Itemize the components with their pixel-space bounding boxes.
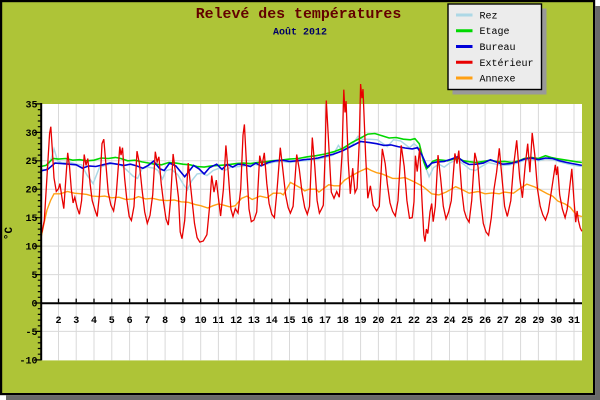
- svg-text:0: 0: [31, 299, 37, 310]
- svg-text:Rez: Rez: [480, 12, 498, 23]
- svg-text:4: 4: [91, 316, 97, 327]
- svg-text:28: 28: [515, 316, 527, 327]
- svg-text:14: 14: [266, 316, 278, 327]
- svg-text:6: 6: [127, 316, 133, 327]
- svg-text:15: 15: [283, 316, 295, 327]
- svg-text:18: 18: [337, 316, 349, 327]
- svg-text:2: 2: [55, 316, 61, 327]
- svg-text:30: 30: [550, 316, 562, 327]
- svg-text:7: 7: [144, 316, 150, 327]
- svg-text:16: 16: [301, 316, 313, 327]
- svg-text:23: 23: [426, 316, 438, 327]
- svg-text:Etage: Etage: [480, 27, 510, 38]
- svg-text:17: 17: [319, 316, 331, 327]
- svg-text:20: 20: [372, 316, 384, 327]
- svg-text:27: 27: [497, 316, 509, 327]
- svg-text:21: 21: [390, 316, 402, 327]
- svg-text:10: 10: [25, 243, 37, 254]
- svg-text:25: 25: [461, 316, 473, 327]
- svg-text:15: 15: [25, 214, 37, 225]
- svg-text:26: 26: [479, 316, 491, 327]
- svg-text:Annexe: Annexe: [480, 75, 516, 86]
- svg-text:13: 13: [248, 316, 260, 327]
- svg-text:8: 8: [162, 316, 168, 327]
- svg-text:35: 35: [25, 100, 37, 111]
- svg-text:24: 24: [443, 316, 455, 327]
- svg-text:29: 29: [532, 316, 544, 327]
- svg-text:19: 19: [355, 316, 367, 327]
- svg-text:9: 9: [180, 316, 186, 327]
- svg-text:10: 10: [195, 316, 207, 327]
- svg-text:3: 3: [73, 316, 79, 327]
- svg-text:31: 31: [568, 316, 580, 327]
- svg-text:22: 22: [408, 316, 420, 327]
- svg-text:20: 20: [25, 186, 37, 197]
- svg-text:25: 25: [25, 157, 37, 168]
- svg-text:5: 5: [109, 316, 115, 327]
- svg-text:Août 2012: Août 2012: [273, 27, 327, 39]
- svg-text:°C: °C: [4, 227, 16, 241]
- svg-text:30: 30: [25, 129, 37, 140]
- svg-text:5: 5: [31, 271, 37, 282]
- svg-text:Extérieur: Extérieur: [480, 58, 534, 70]
- svg-text:12: 12: [230, 316, 242, 327]
- svg-text:11: 11: [212, 316, 224, 327]
- svg-text:Relevé des températures: Relevé des températures: [196, 7, 402, 23]
- svg-text:Bureau: Bureau: [480, 43, 516, 54]
- svg-text:-10: -10: [19, 356, 37, 367]
- svg-text:-5: -5: [25, 328, 37, 339]
